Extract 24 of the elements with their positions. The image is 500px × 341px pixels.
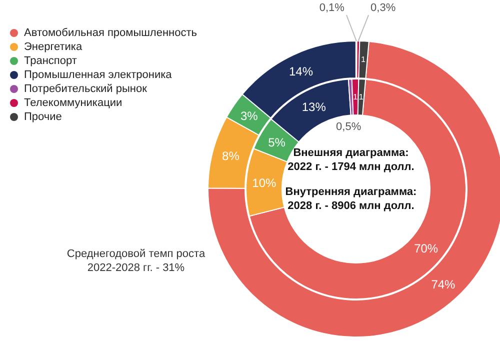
data-label: 5% (268, 135, 286, 150)
legend-label: Промышленная электроника (24, 69, 172, 81)
data-label: 74% (431, 278, 456, 292)
text: Среднегодовой темп роста 2022-2028 гг. - 31% (66, 248, 206, 274)
data-label: 0,3% (370, 2, 396, 14)
text: Внешняя диаграмма: 2022 г. - 1794 млн долл. (288, 147, 414, 173)
data-label: 13% (302, 100, 326, 114)
data-label: 0,5% (336, 121, 362, 134)
data-label: 70% (414, 242, 438, 256)
legend-label: Автомобильная промышленность (24, 27, 198, 39)
legend-label: Транспорт (24, 55, 77, 67)
data-label: 1 (361, 55, 366, 64)
data-label: 10% (252, 176, 277, 190)
legend-label: Потребительский рынок (24, 83, 147, 95)
data-label: 8% (222, 149, 240, 164)
data-label: 1 (353, 92, 358, 102)
data-label: 1 (358, 92, 364, 102)
data-label: 0,1% (319, 2, 345, 14)
text: Внутренняя диаграмма: 2028 г. - 8906 млн долл. (285, 186, 417, 212)
legend-label: Прочие (24, 111, 62, 123)
legend-label: Энергетика (24, 41, 82, 53)
data-label: 14% (289, 64, 314, 79)
data-label: 3% (240, 108, 258, 123)
legend-label: Телекоммуникации (24, 97, 122, 109)
